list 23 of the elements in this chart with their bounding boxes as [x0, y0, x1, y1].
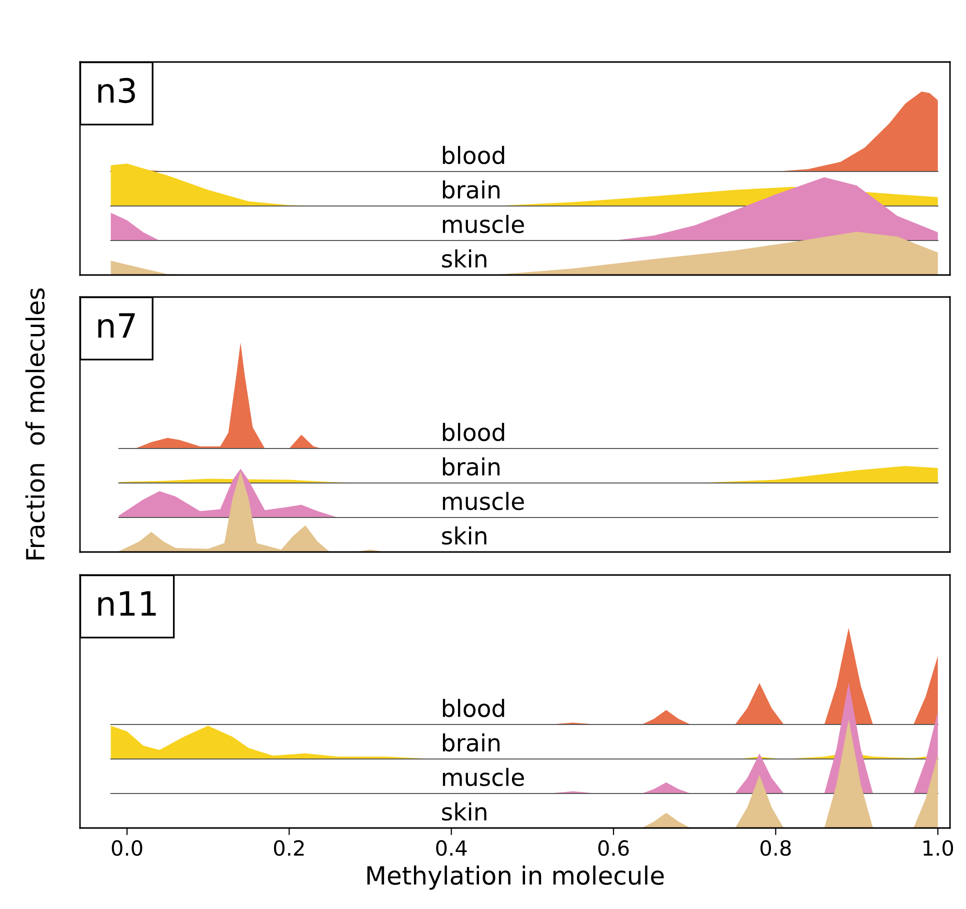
x-tick-label: 0.2	[274, 840, 304, 856]
x-tick-label: 1.0	[924, 840, 954, 856]
chart-title: n3	[98, 78, 135, 104]
series-label: brain	[442, 457, 500, 476]
x-tick-label: 0.8	[760, 840, 791, 856]
series-label: brain	[442, 733, 500, 752]
series-label: blood	[442, 698, 504, 718]
x-tick-label: 0.0	[112, 840, 142, 856]
chart-title: n7	[98, 313, 135, 338]
series-label: brain	[442, 180, 500, 199]
series-label: muscle	[442, 492, 524, 510]
y-axis-title: Fraction of molecules	[25, 288, 45, 560]
series-label: blood	[442, 146, 504, 164]
series-label: blood	[442, 422, 504, 442]
series-label: muscle	[442, 768, 524, 786]
series-label: skin	[442, 802, 486, 821]
x-tick-label: 0.6	[598, 840, 629, 856]
series-label: skin	[442, 249, 486, 268]
x-axis-title: Methylation in molecule	[367, 866, 664, 890]
series-label: muscle	[442, 214, 524, 234]
chart-title: n11	[98, 591, 156, 616]
x-tick-label: 0.4	[436, 840, 467, 856]
series-label: skin	[442, 526, 486, 545]
